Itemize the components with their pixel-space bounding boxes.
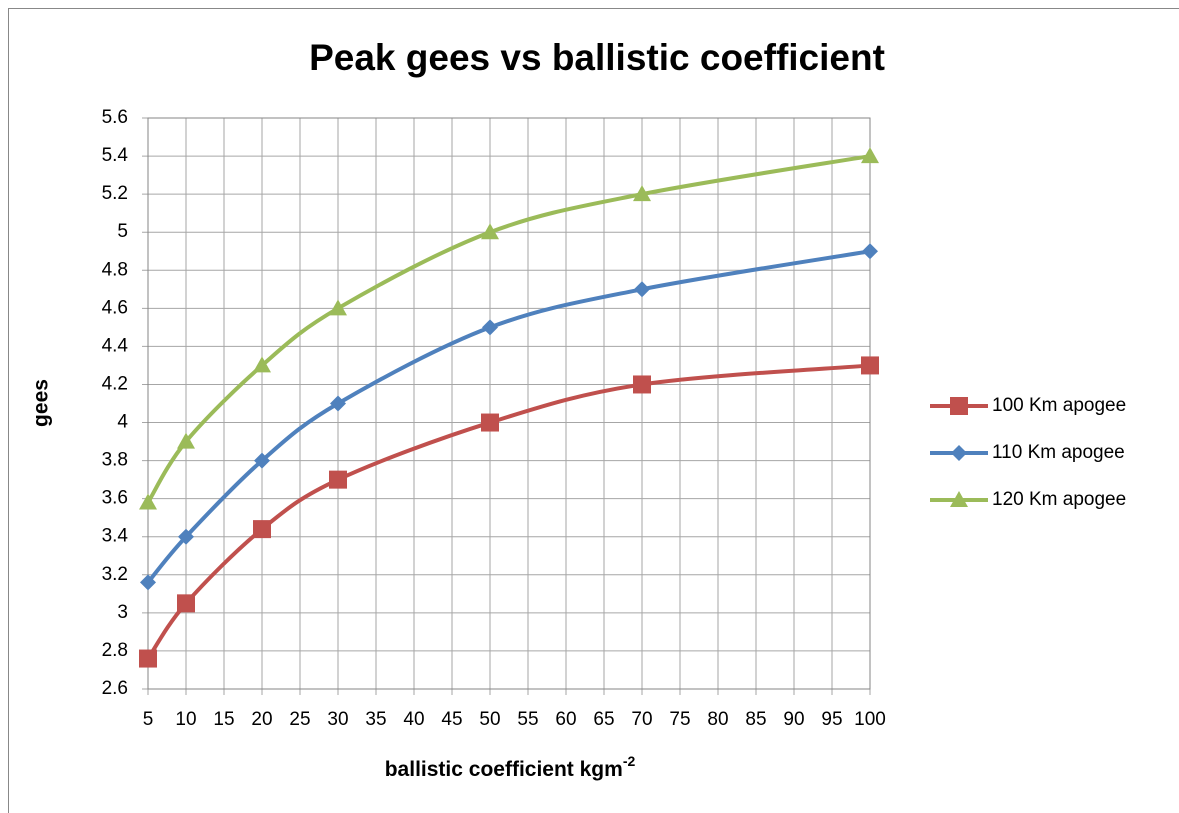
data-point [634, 281, 650, 298]
x-tick-label: 45 [441, 709, 462, 730]
x-tick-label: 35 [365, 709, 386, 730]
data-point [482, 319, 498, 336]
plot-area-border [147, 117, 871, 690]
y-tick-label: 3.8 [102, 450, 128, 471]
data-point [177, 594, 195, 613]
y-axis-label: gees [30, 379, 53, 427]
x-tick-label: 80 [707, 709, 728, 730]
x-tick-label: 75 [669, 709, 690, 730]
data-point [177, 432, 195, 449]
data-point [139, 493, 157, 510]
data-point [253, 520, 271, 539]
x-tick-label: 20 [251, 709, 272, 730]
y-tick-label: 4.8 [102, 259, 128, 280]
data-point [862, 243, 878, 260]
x-tick-label: 5 [143, 709, 154, 730]
x-tick-label: 60 [555, 709, 576, 730]
x-tick-label: 85 [745, 709, 766, 730]
chart-border [8, 8, 1179, 813]
data-point [861, 147, 879, 164]
legend-label: 120 Km apogee [992, 489, 1126, 510]
x-tick-label: 95 [821, 709, 842, 730]
legend-label: 110 Km apogee [992, 442, 1125, 463]
x-tick-label: 40 [403, 709, 424, 730]
x-tick-label: 30 [327, 709, 348, 730]
x-tick-label: 50 [479, 709, 500, 730]
x-axis-label: ballistic coefficient kgm-2 [385, 753, 636, 781]
data-point [329, 470, 347, 489]
series-line [146, 249, 871, 584]
x-tick-label: 70 [631, 709, 652, 730]
data-point [330, 395, 346, 412]
data-point [481, 223, 499, 240]
y-tick-label: 3.2 [102, 564, 128, 585]
data-point [481, 413, 499, 432]
data-point [861, 356, 879, 375]
chart-title: Peak gees vs ballistic coefficient [309, 37, 885, 78]
x-tick-label: 15 [213, 709, 234, 730]
y-tick-label: 5 [117, 221, 128, 242]
data-point [140, 574, 156, 591]
data-point [633, 185, 651, 202]
y-tick-label: 3.6 [102, 488, 128, 509]
x-axis-label-superscript: -2 [623, 753, 636, 769]
y-tick-label: 4.2 [102, 373, 128, 394]
data-point [253, 356, 271, 373]
y-tick-label: 3 [117, 602, 128, 623]
data-point [178, 528, 194, 545]
y-tick-label: 5.6 [102, 107, 128, 128]
legend-marker [951, 445, 967, 461]
y-tick-label: 2.8 [102, 640, 128, 661]
y-tick-label: 5.2 [102, 183, 128, 204]
y-tick-label: 3.4 [102, 526, 129, 547]
legend-marker [950, 491, 968, 507]
legend-marker [950, 397, 968, 415]
y-tick-label: 4.4 [102, 335, 129, 356]
y-tick-label: 2.6 [102, 678, 128, 699]
legend-label: 100 Km apogee [992, 395, 1126, 416]
x-axis-label-text: ballistic coefficient kgm [385, 758, 623, 781]
data-point [254, 452, 270, 469]
y-tick-label: 4.6 [102, 297, 128, 318]
y-tick-label: 5.4 [102, 145, 129, 166]
x-tick-label: 100 [854, 709, 886, 730]
data-point [329, 299, 347, 316]
data-point [139, 649, 157, 668]
y-tick-label: 4 [117, 412, 128, 433]
series-line [146, 363, 871, 660]
data-point [633, 375, 651, 394]
x-tick-label: 65 [593, 709, 614, 730]
x-tick-label: 25 [289, 709, 310, 730]
x-tick-label: 55 [517, 709, 538, 730]
x-tick-label: 90 [783, 709, 804, 730]
series-line [146, 154, 871, 504]
x-tick-label: 10 [175, 709, 196, 730]
